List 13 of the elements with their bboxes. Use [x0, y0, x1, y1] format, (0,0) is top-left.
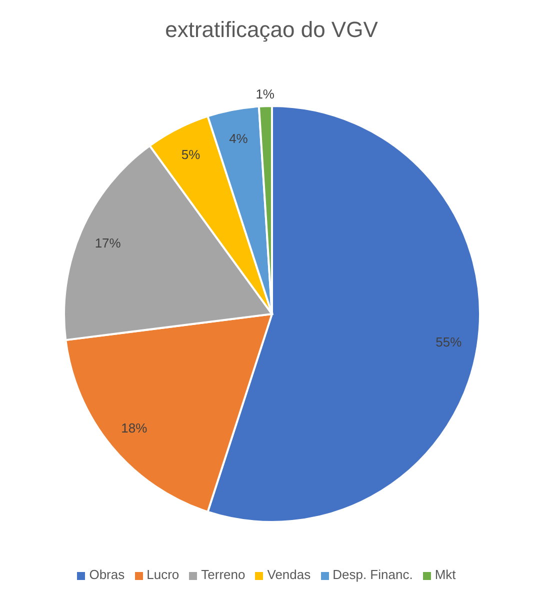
- legend-label: Mkt: [434, 567, 456, 582]
- legend-label: Desp. Financ.: [332, 567, 413, 582]
- data-label: 1%: [256, 86, 275, 102]
- legend-label: Vendas: [267, 567, 311, 582]
- chart-title: extratificaçao do VGV: [164, 16, 379, 44]
- legend-label: Lucro: [146, 567, 180, 582]
- data-label: 18%: [121, 420, 148, 436]
- data-label: 55%: [436, 334, 462, 350]
- legend-label: Terreno: [201, 567, 246, 582]
- data-label: 5%: [181, 147, 201, 162]
- legend-label: Obras: [89, 567, 125, 582]
- data-label: 17%: [94, 235, 122, 250]
- data-label: 4%: [229, 130, 248, 146]
